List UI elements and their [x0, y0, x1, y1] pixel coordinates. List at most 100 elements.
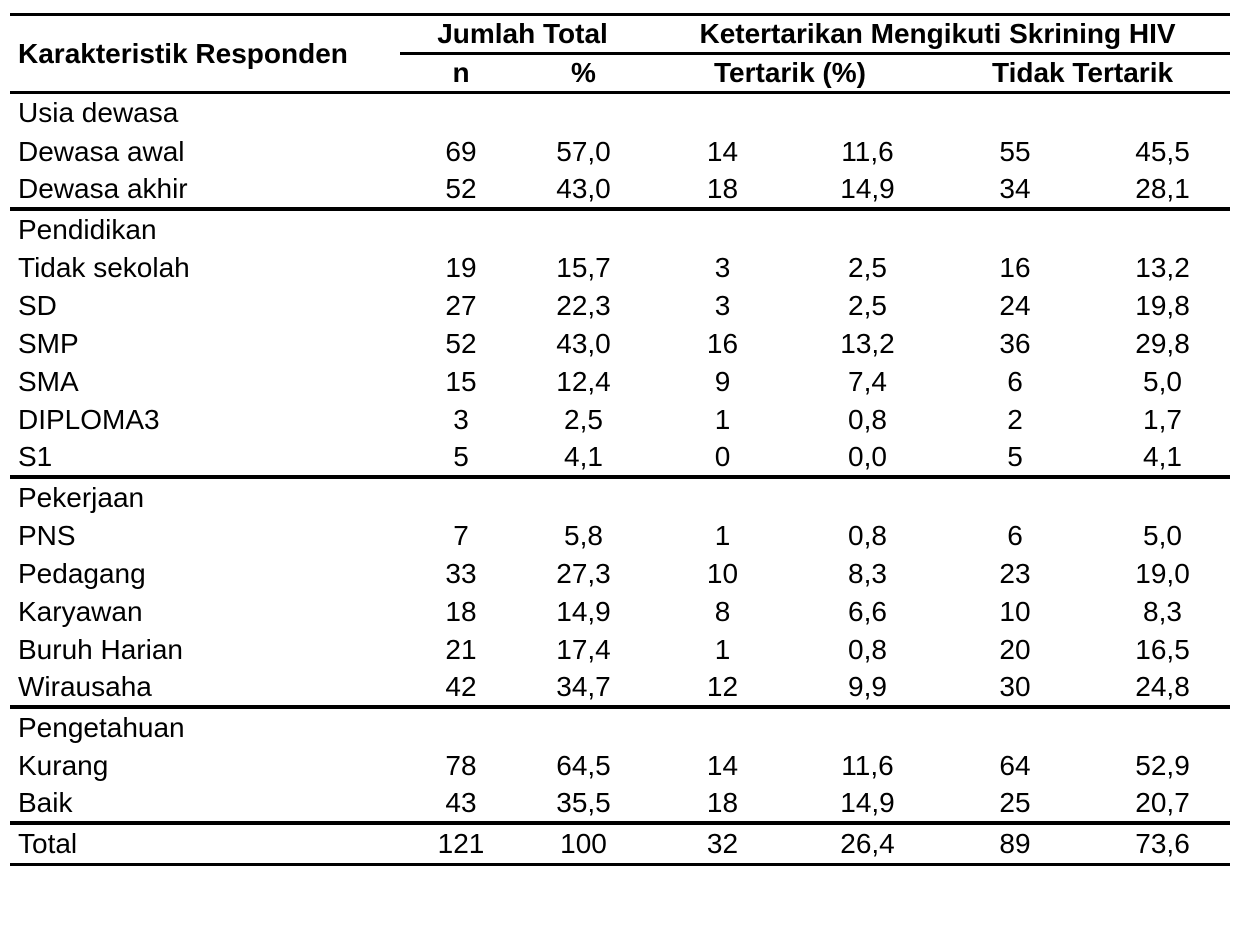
- value-cell: 78: [445, 749, 477, 781]
- total-label: Total: [10, 820, 400, 866]
- value-cell: 5,0: [1143, 365, 1182, 397]
- value-cell: 16: [706, 327, 739, 359]
- value-cell: 16: [999, 251, 1031, 283]
- value-cell: 19: [445, 251, 477, 283]
- row-label: SMA: [18, 365, 79, 397]
- row-label: S1: [18, 440, 53, 472]
- value-cell: 14: [706, 749, 739, 781]
- value-cell: 17,4: [556, 633, 611, 665]
- empty-cell: [800, 704, 935, 747]
- value-cell: 35,5: [556, 786, 611, 818]
- value-cell: 36: [999, 327, 1031, 359]
- value-cell: 57,0: [556, 135, 611, 167]
- value-cell: 4,1: [564, 440, 603, 472]
- empty-cell: [800, 474, 935, 517]
- value-cell: 8,3: [1143, 595, 1182, 627]
- empty-cell: [800, 93, 935, 133]
- data-row: Kurang 78 64,5 14 11,6 64 52,9: [10, 747, 1230, 785]
- empty-cell: [935, 704, 1095, 747]
- characteristics-table: Karakteristik Responden Jumlah Total Ket…: [10, 13, 1231, 866]
- value-cell: 7: [453, 519, 469, 551]
- value-cell: 42: [445, 670, 477, 702]
- value-cell: 0,8: [848, 519, 887, 551]
- value-cell: 30: [999, 670, 1031, 702]
- empty-cell: [935, 206, 1095, 249]
- value-cell: 55: [999, 135, 1031, 167]
- row-label: Karyawan: [18, 595, 143, 627]
- value-cell: 3: [714, 251, 731, 283]
- value-cell: 24,8: [1135, 670, 1190, 702]
- value-cell: 3: [714, 289, 731, 321]
- group-label: Pendidikan: [10, 206, 400, 249]
- empty-cell: [522, 206, 645, 249]
- value-cell: 5,8: [564, 519, 603, 551]
- value-cell: 11,6: [841, 749, 894, 781]
- value-cell: 9: [714, 365, 731, 397]
- group-row: Usia dewasa: [10, 93, 1230, 133]
- row-label: SMP: [18, 327, 79, 359]
- empty-cell: [522, 704, 645, 747]
- row-label: Dewasa akhir: [18, 172, 188, 204]
- value-cell: 20,7: [1135, 786, 1190, 818]
- value-cell: 10: [999, 595, 1031, 627]
- row-label: PNS: [18, 519, 76, 551]
- header-jumlah-total: Jumlah Total: [400, 14, 645, 55]
- value-cell: 15,7: [556, 251, 611, 283]
- group-row: Pekerjaan: [10, 474, 1231, 517]
- value-cell: 8,3: [848, 557, 887, 589]
- data-row: Pedagang 33 27,3 10 8,3 23 19,0: [10, 555, 1230, 593]
- value-cell: 27: [445, 289, 477, 321]
- header-group-row: Karakteristik Responden Jumlah Total Ket…: [10, 14, 1231, 94]
- value-cell: 3: [453, 403, 469, 435]
- value-cell: 6,6: [848, 595, 887, 627]
- value-cell: 13,2: [840, 327, 895, 359]
- value-cell: 23: [999, 557, 1031, 589]
- row-label: Dewasa awal: [18, 135, 185, 167]
- value-cell: 34: [999, 172, 1031, 204]
- value-cell: 1: [714, 633, 731, 665]
- value-cell: 7,4: [848, 365, 887, 397]
- value-cell: 24: [999, 289, 1031, 321]
- value-cell: 43,0: [556, 327, 611, 359]
- header-characteristics: Karakteristik Responden: [10, 14, 400, 94]
- value-cell: 0,8: [848, 403, 887, 435]
- value-cell: 34,7: [556, 670, 611, 702]
- value-cell: 5,0: [1143, 519, 1182, 551]
- total-tidak-n: 89: [935, 820, 1095, 866]
- value-cell: 19,8: [1135, 289, 1190, 321]
- group-label: Pekerjaan: [10, 474, 400, 517]
- data-row: SD 27 22,3 3 2,5 24 19,8: [10, 287, 1230, 325]
- empty-cell: [400, 206, 522, 249]
- value-cell: 69: [445, 135, 477, 167]
- empty-cell: [522, 474, 645, 517]
- value-cell: 4,1: [1143, 440, 1182, 472]
- header-ketertarikan: Ketertarikan Mengikuti Skrining HIV: [645, 14, 1231, 55]
- total-row: Total 121 100 32 26,4 89 73,6: [10, 820, 1231, 866]
- value-cell: 11,6: [841, 135, 894, 167]
- value-cell: 5: [453, 440, 469, 472]
- value-cell: 52: [445, 172, 477, 204]
- total-tertarik-percent: 26,4: [800, 820, 935, 866]
- value-cell: 28,1: [1135, 172, 1190, 204]
- empty-cell: [522, 93, 645, 133]
- value-cell: 33: [445, 557, 477, 589]
- row-label: Tidak sekolah: [18, 251, 190, 283]
- value-cell: 2,5: [848, 251, 887, 283]
- data-row: Buruh Harian 21 17,4 1 0,8 20 16,5: [10, 631, 1230, 669]
- header-sub-row: n % Tertarik (%) Tidak Tertarik: [10, 53, 1231, 94]
- value-cell: 12: [706, 670, 739, 702]
- empty-cell: [800, 206, 935, 249]
- header-tertarik: Tertarik (%): [645, 53, 935, 94]
- value-cell: 22,3: [556, 289, 611, 321]
- data-row: Tidak sekolah 19 15,7 3 2,5 16 13,2: [10, 249, 1230, 287]
- empty-cell: [400, 474, 522, 517]
- empty-cell: [645, 206, 800, 249]
- row-label: SD: [18, 289, 57, 321]
- value-cell: 15: [445, 365, 477, 397]
- value-cell: 0: [714, 440, 731, 472]
- value-cell: 19,0: [1135, 557, 1190, 589]
- value-cell: 14: [706, 135, 739, 167]
- value-cell: 0,8: [848, 633, 887, 665]
- data-row: S1 5 4,1 0 0,0 5 4,1: [10, 439, 1230, 477]
- header-tidak-tertarik: Tidak Tertarik: [935, 53, 1231, 94]
